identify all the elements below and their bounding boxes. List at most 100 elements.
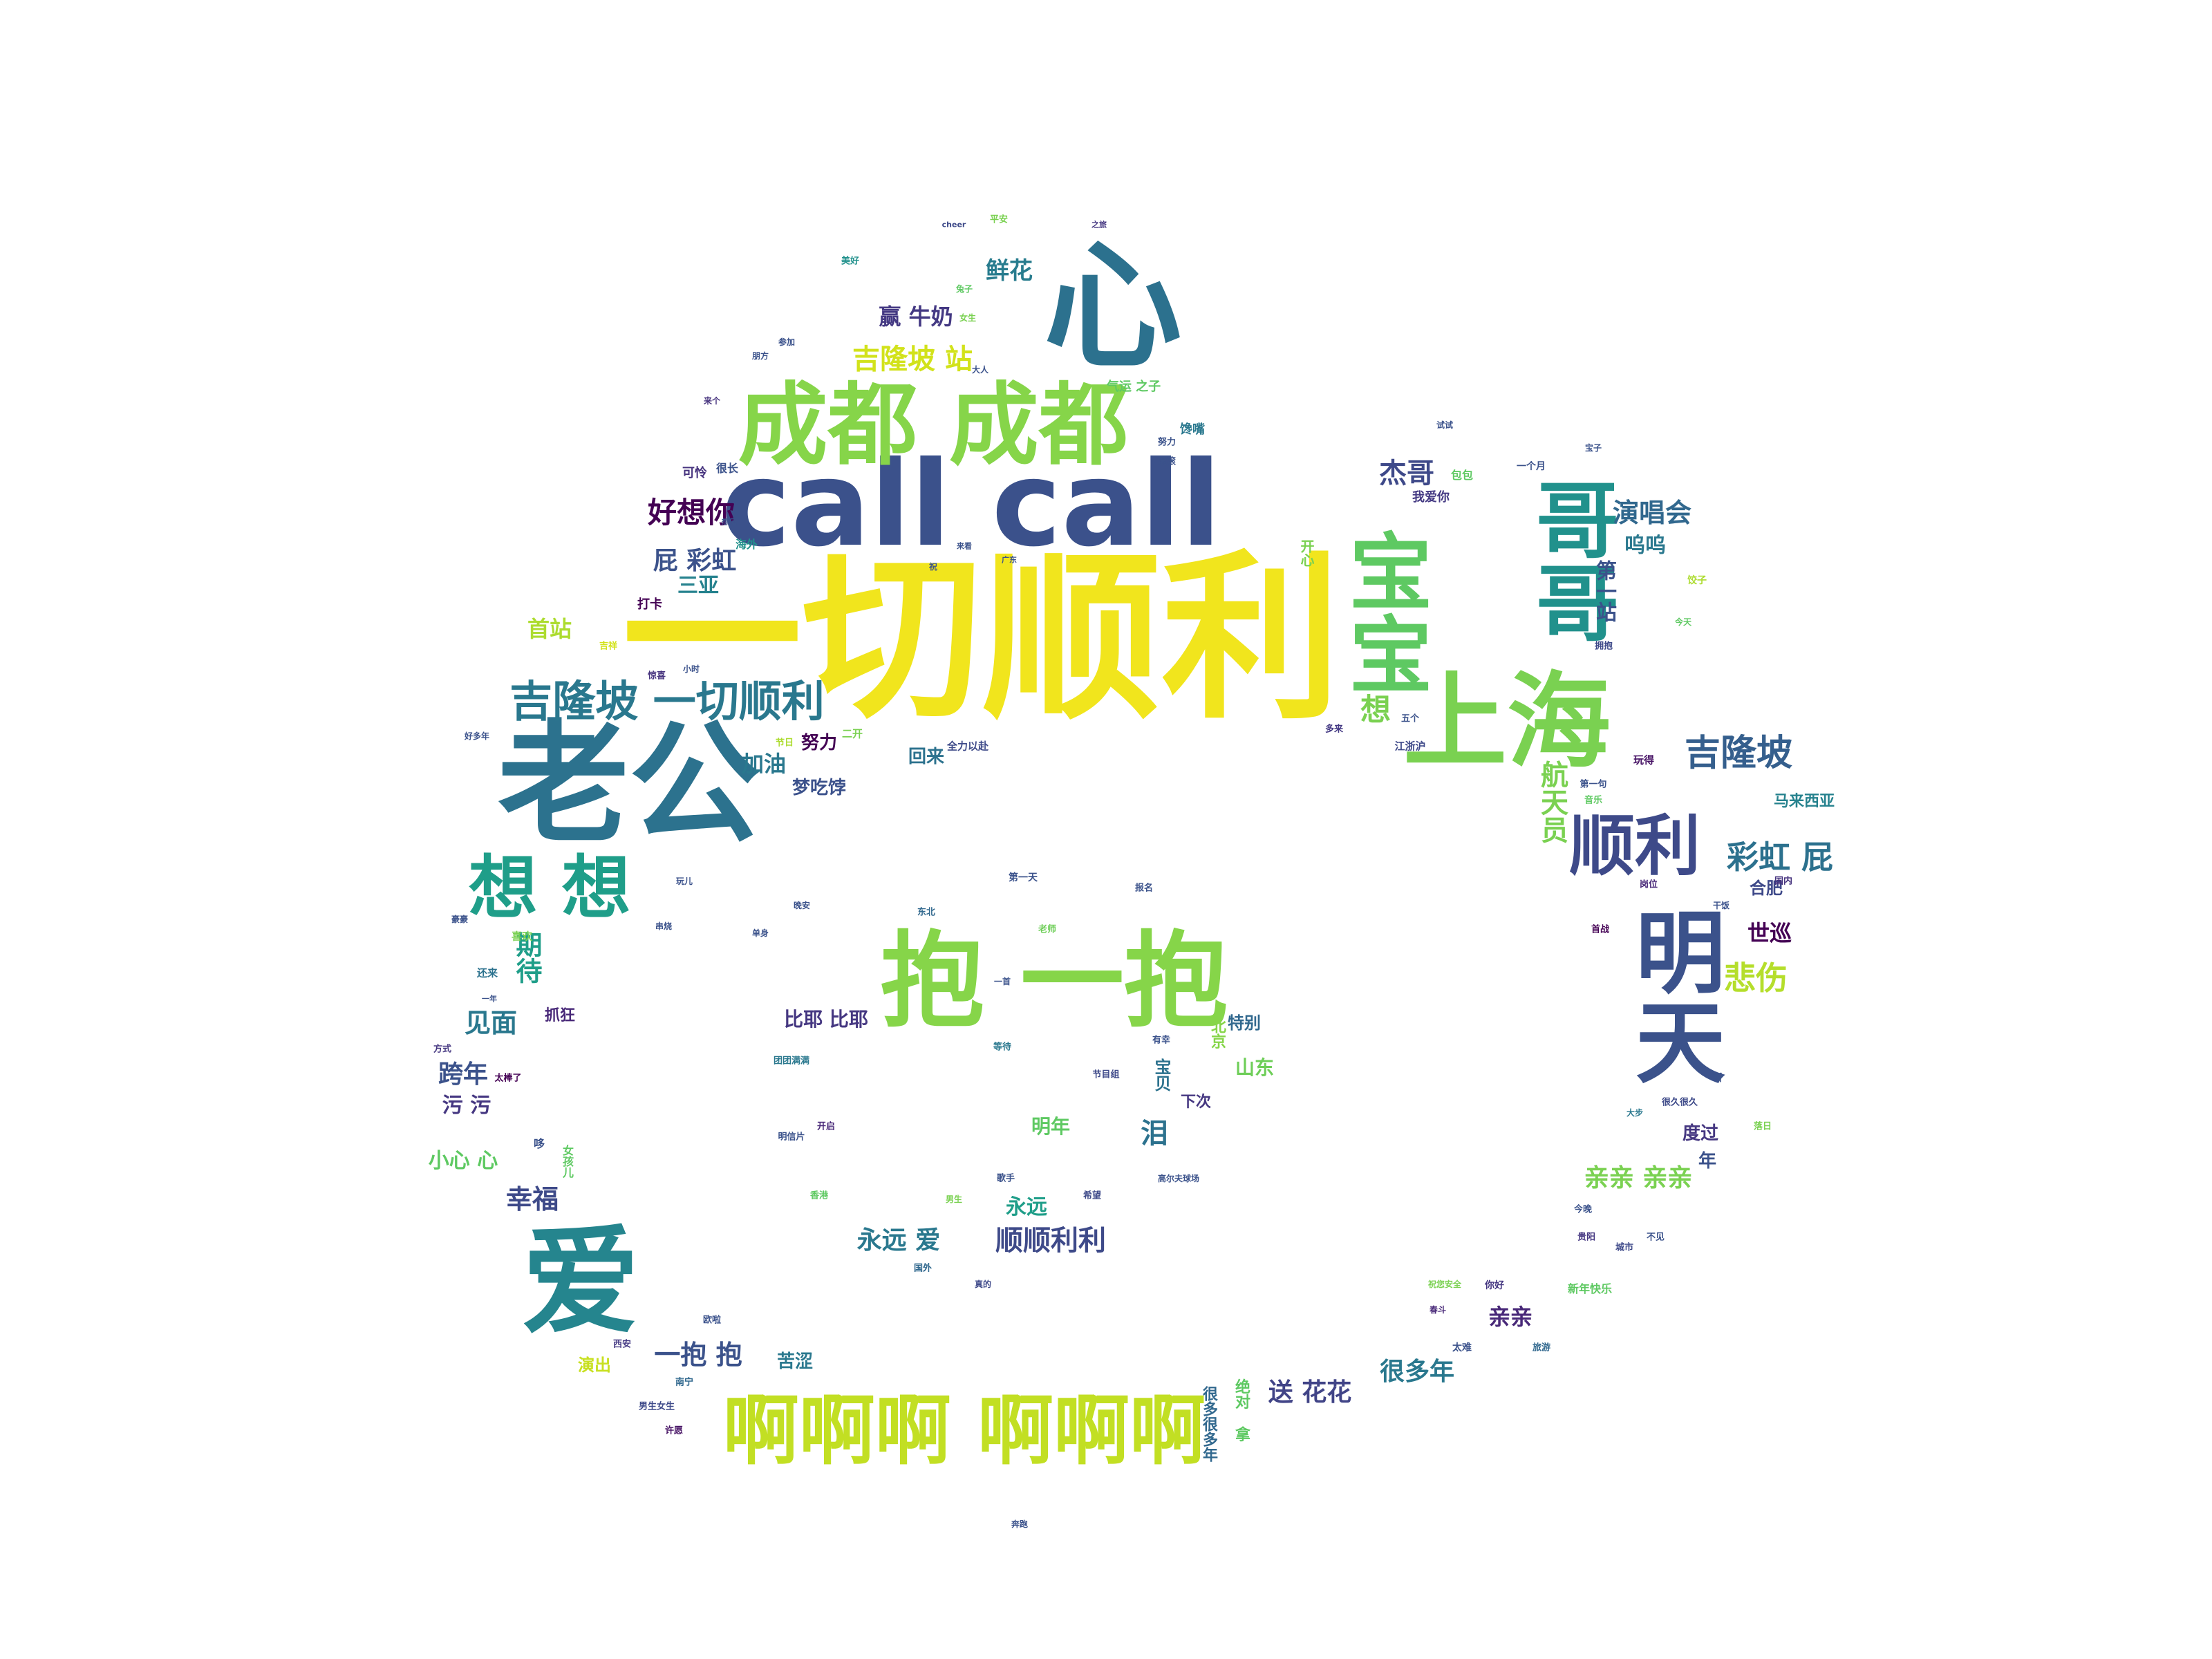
cloud-word: 滚滚 xyxy=(1157,456,1177,467)
cloud-word: 努力 xyxy=(1157,437,1177,448)
cloud-word: cheer xyxy=(941,220,966,229)
cloud-word: 上海 xyxy=(1403,662,1611,782)
cloud-word: 等待 xyxy=(993,1042,1012,1053)
cloud-word: 屁 彩虹 xyxy=(653,547,737,575)
cloud-word: 悲伤 xyxy=(1724,959,1788,997)
cloud-word: 试试 xyxy=(1436,420,1454,430)
cloud-word: 三亚 xyxy=(677,574,719,598)
cloud-word: 演出 xyxy=(578,1356,611,1375)
cloud-word: 玩得 xyxy=(1633,753,1655,767)
cloud-word: 打卡 xyxy=(637,597,662,612)
cloud-word: 报名 xyxy=(1134,883,1154,894)
cloud-word: 跨年 xyxy=(438,1060,489,1089)
cloud-word: 串烧 xyxy=(655,921,673,931)
cloud-word: 污 污 xyxy=(442,1094,491,1118)
cloud-word: 吉隆坡 xyxy=(1684,733,1793,774)
cloud-word: 玩儿 xyxy=(675,877,693,886)
cloud-word: 男生女生 xyxy=(638,1401,675,1412)
cloud-word: 饺子 xyxy=(1687,575,1707,586)
cloud-word: 祝您安全 xyxy=(1427,1280,1462,1289)
cloud-word: 落日 xyxy=(1753,1121,1772,1132)
cloud-word: 山东 xyxy=(1235,1056,1275,1079)
cloud-word: 回来 xyxy=(908,747,945,767)
cloud-word: 明年 xyxy=(1031,1115,1071,1138)
cloud-word: 小时 xyxy=(682,664,700,674)
cloud-word: 苦涩 xyxy=(776,1351,814,1372)
cloud-word: 明信片 xyxy=(778,1132,805,1143)
cloud-word: 朋方 xyxy=(751,351,769,361)
cloud-word: 鲜花 xyxy=(986,257,1033,285)
cloud-word: 气运 之子 xyxy=(1106,379,1161,394)
cloud-word: 大人 xyxy=(971,365,989,375)
cloud-word: 平安 xyxy=(989,214,1009,225)
cloud-word: 女生 xyxy=(959,313,977,323)
cloud-word: 特别 xyxy=(1228,1013,1261,1033)
cloud-word: 北京 xyxy=(1208,1018,1226,1049)
cloud-word: 来看 xyxy=(957,541,972,551)
cloud-word: 有幸 xyxy=(1152,1035,1171,1046)
cloud-word: 明天 xyxy=(1620,906,1725,1085)
cloud-word: 女孩儿 xyxy=(561,1145,574,1178)
cloud-word: 泪 xyxy=(1141,1118,1168,1150)
cloud-word: 好多年 xyxy=(464,731,490,741)
cloud-word: 很多很多年 xyxy=(1200,1386,1217,1462)
cloud-word: 第一句 xyxy=(1580,779,1607,790)
cloud-word: 惊喜 xyxy=(647,671,666,682)
cloud-word: 很长 xyxy=(715,462,739,475)
cloud-word: 奔跑 xyxy=(1011,1519,1029,1529)
cloud-word: 旅游 xyxy=(1532,1342,1551,1353)
cloud-word: 春斗 xyxy=(1429,1305,1447,1315)
cloud-word: 西安 xyxy=(612,1339,632,1350)
cloud-word: 全力以赴 xyxy=(946,740,989,753)
cloud-word: 很久很久 xyxy=(1661,1097,1698,1108)
cloud-word: 听 xyxy=(1713,1073,1723,1084)
cloud-word: 好想你 xyxy=(647,496,735,529)
cloud-word: 希望 xyxy=(1082,1190,1102,1201)
cloud-word: 比耶 比耶 xyxy=(784,1008,868,1031)
cloud-word: 心 xyxy=(1043,227,1183,388)
cloud-word: 加油 xyxy=(741,751,787,777)
cloud-word: 想 xyxy=(1355,693,1390,724)
cloud-word: 喜欢 xyxy=(511,930,533,943)
cloud-word: 二开 xyxy=(841,727,863,740)
cloud-word: 一首 xyxy=(993,977,1011,986)
cloud-word: 爱 xyxy=(521,1214,640,1351)
cloud-word: 很多年 xyxy=(1379,1358,1455,1386)
cloud-word: 拥抱 xyxy=(1594,641,1613,652)
cloud-word: 方式 xyxy=(433,1044,452,1055)
cloud-word: 东北 xyxy=(917,907,936,918)
cloud-word: 豪豪 xyxy=(451,915,469,924)
cloud-word: 今晚 xyxy=(1573,1204,1593,1215)
cloud-word: 欧啦 xyxy=(702,1315,722,1326)
cloud-word: 年 xyxy=(1698,1151,1717,1172)
cloud-word: 节目组 xyxy=(1092,1069,1120,1080)
cloud-word: call call xyxy=(721,436,1221,573)
cloud-word: 成都 成都 xyxy=(738,373,1129,478)
cloud-word: 国内 xyxy=(1774,876,1793,887)
cloud-word: 马来西亚 xyxy=(1773,793,1835,810)
cloud-word: 岗位 xyxy=(1639,879,1658,890)
cloud-word: 亲亲 xyxy=(1488,1304,1533,1330)
cloud-word: 见面 xyxy=(464,1008,518,1038)
cloud-word: 吉祥 xyxy=(599,641,618,652)
cloud-word: 世巡 xyxy=(1747,920,1792,946)
cloud-word: 香港 xyxy=(809,1190,829,1201)
cloud-word: 老公 xyxy=(497,708,761,861)
cloud-word: 度过 xyxy=(1682,1123,1719,1144)
cloud-word: 许愿 xyxy=(664,1425,684,1436)
cloud-word: 多来 xyxy=(1324,724,1344,735)
cloud-word: 赢 牛奶 xyxy=(879,303,953,330)
cloud-word: 开心 xyxy=(1298,539,1315,567)
cloud-word: 音乐 xyxy=(1584,795,1603,806)
cloud-word: 单身 xyxy=(751,928,769,938)
cloud-word: 男生 xyxy=(945,1194,963,1204)
cloud-word: 可怜 xyxy=(682,466,707,480)
cloud-word: 高尔夫球场 xyxy=(1157,1174,1200,1183)
cloud-word: 老师 xyxy=(1038,924,1057,935)
cloud-word: 一切顺利 xyxy=(622,535,1341,744)
cloud-word: 开启 xyxy=(816,1121,836,1132)
cloud-word: 首站 xyxy=(527,616,572,642)
cloud-word: 广东 xyxy=(1002,555,1017,565)
cloud-word: 永远 xyxy=(1006,1195,1047,1219)
